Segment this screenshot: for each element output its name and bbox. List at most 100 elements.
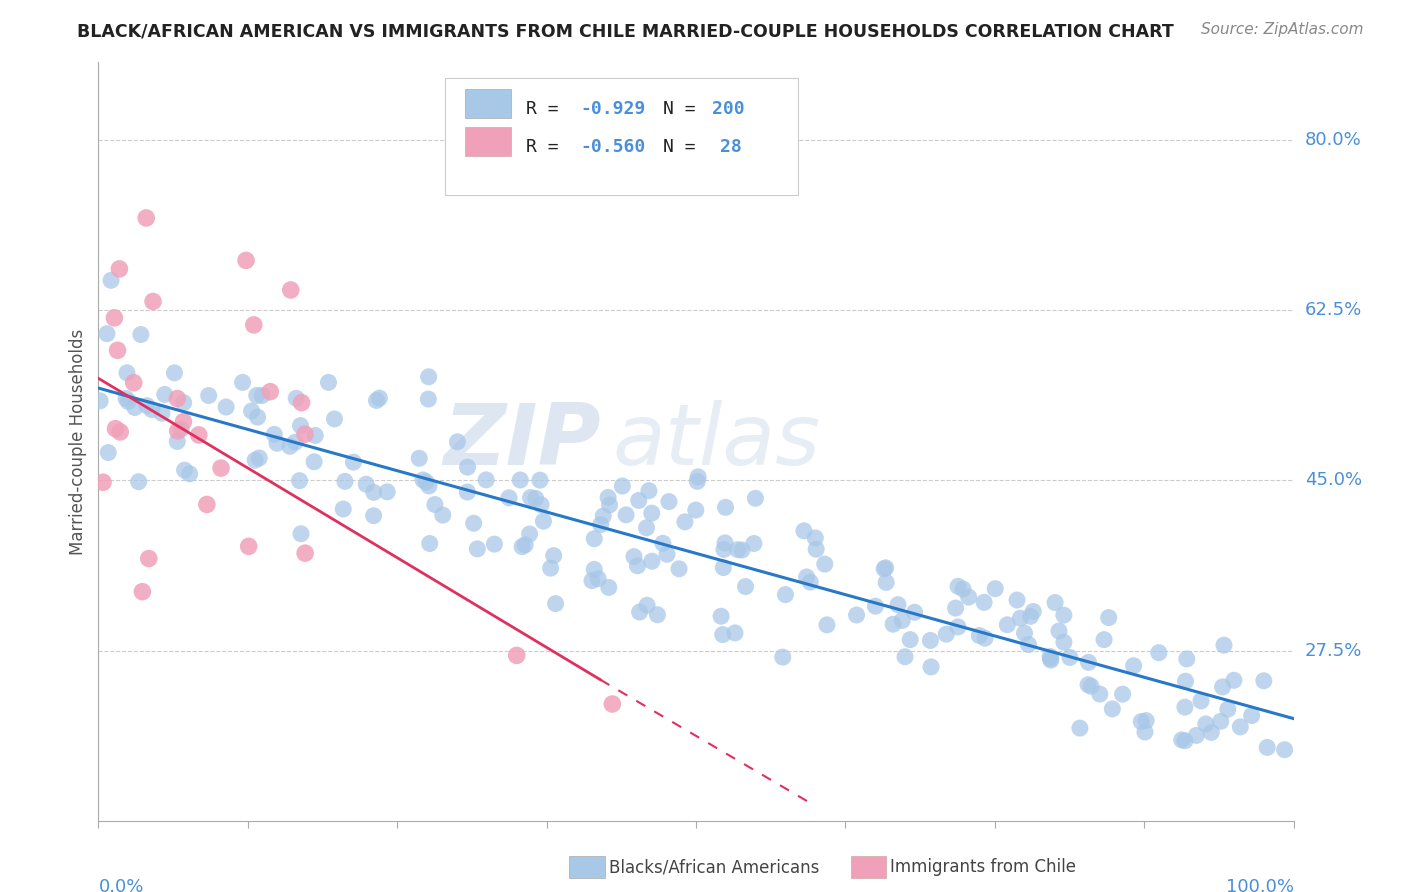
Text: 100.0%: 100.0%: [1226, 878, 1294, 892]
Point: [1274, 742, 1296, 756]
Point: [117, 394, 139, 409]
Point: [865, 599, 887, 614]
Point: [920, 633, 942, 648]
Point: [724, 626, 747, 640]
Text: 200: 200: [711, 100, 744, 118]
Point: [651, 536, 673, 550]
Point: [1088, 687, 1111, 701]
Point: [415, 475, 437, 490]
Point: [104, 422, 127, 436]
Point: [291, 395, 314, 409]
Point: [1053, 608, 1076, 623]
Point: [1174, 733, 1197, 747]
Point: [246, 410, 269, 425]
Point: [1216, 702, 1239, 716]
Point: [138, 551, 160, 566]
Point: [744, 491, 766, 506]
Point: [529, 473, 551, 487]
Point: [108, 425, 131, 439]
Point: [354, 477, 377, 491]
Point: [612, 479, 634, 493]
Point: [278, 439, 301, 453]
Point: [714, 500, 737, 515]
Point: [772, 650, 794, 665]
Text: atlas: atlas: [613, 400, 820, 483]
Point: [793, 524, 815, 538]
Text: 62.5%: 62.5%: [1305, 301, 1362, 319]
Point: [1053, 635, 1076, 649]
FancyBboxPatch shape: [465, 127, 510, 156]
Point: [1135, 714, 1157, 728]
Point: [103, 310, 125, 325]
Point: [875, 561, 897, 575]
Point: [333, 475, 356, 489]
Text: Source: ZipAtlas.com: Source: ZipAtlas.com: [1201, 22, 1364, 37]
Point: [209, 461, 232, 475]
Point: [1047, 624, 1070, 638]
Point: [586, 572, 609, 586]
Point: [250, 388, 273, 402]
Point: [636, 521, 658, 535]
Point: [1240, 708, 1263, 723]
Point: [1019, 609, 1042, 624]
Point: [1069, 721, 1091, 735]
Point: [727, 542, 749, 557]
Point: [873, 562, 896, 576]
Point: [1174, 674, 1197, 689]
Point: [887, 598, 910, 612]
Point: [235, 253, 257, 268]
Point: [135, 211, 157, 225]
Point: [136, 399, 159, 413]
Text: 27.5%: 27.5%: [1305, 641, 1362, 659]
Point: [952, 582, 974, 596]
Point: [243, 453, 266, 467]
Point: [1195, 717, 1218, 731]
Point: [1130, 714, 1153, 729]
Point: [1229, 720, 1251, 734]
Point: [263, 427, 285, 442]
Point: [804, 542, 827, 557]
Point: [1022, 605, 1045, 619]
Point: [173, 395, 195, 409]
Point: [673, 515, 696, 529]
FancyBboxPatch shape: [446, 78, 797, 195]
Point: [946, 579, 969, 593]
Point: [197, 388, 219, 402]
Point: [655, 547, 678, 561]
Point: [366, 393, 388, 408]
Text: N =: N =: [662, 100, 695, 118]
Point: [108, 261, 131, 276]
Point: [412, 473, 434, 487]
Point: [195, 498, 218, 512]
Point: [294, 427, 316, 442]
Point: [1039, 651, 1062, 665]
Point: [280, 283, 302, 297]
Point: [1122, 658, 1144, 673]
Point: [935, 627, 957, 641]
Point: [731, 543, 754, 558]
Point: [170, 422, 193, 436]
Point: [519, 527, 541, 541]
Point: [734, 580, 756, 594]
Point: [995, 617, 1018, 632]
Point: [775, 588, 797, 602]
Point: [685, 503, 707, 517]
Point: [284, 435, 307, 450]
Point: [957, 590, 980, 604]
Point: [1223, 673, 1246, 688]
Point: [163, 366, 186, 380]
Point: [519, 491, 541, 505]
Point: [898, 632, 921, 647]
Point: [107, 343, 129, 358]
Point: [814, 557, 837, 571]
Point: [540, 561, 562, 575]
Point: [589, 517, 612, 532]
Point: [515, 538, 537, 552]
Point: [903, 605, 925, 619]
Point: [623, 549, 645, 564]
Point: [368, 391, 391, 405]
Point: [1005, 593, 1028, 607]
Point: [626, 558, 648, 573]
Point: [115, 366, 138, 380]
Point: [1209, 714, 1232, 729]
